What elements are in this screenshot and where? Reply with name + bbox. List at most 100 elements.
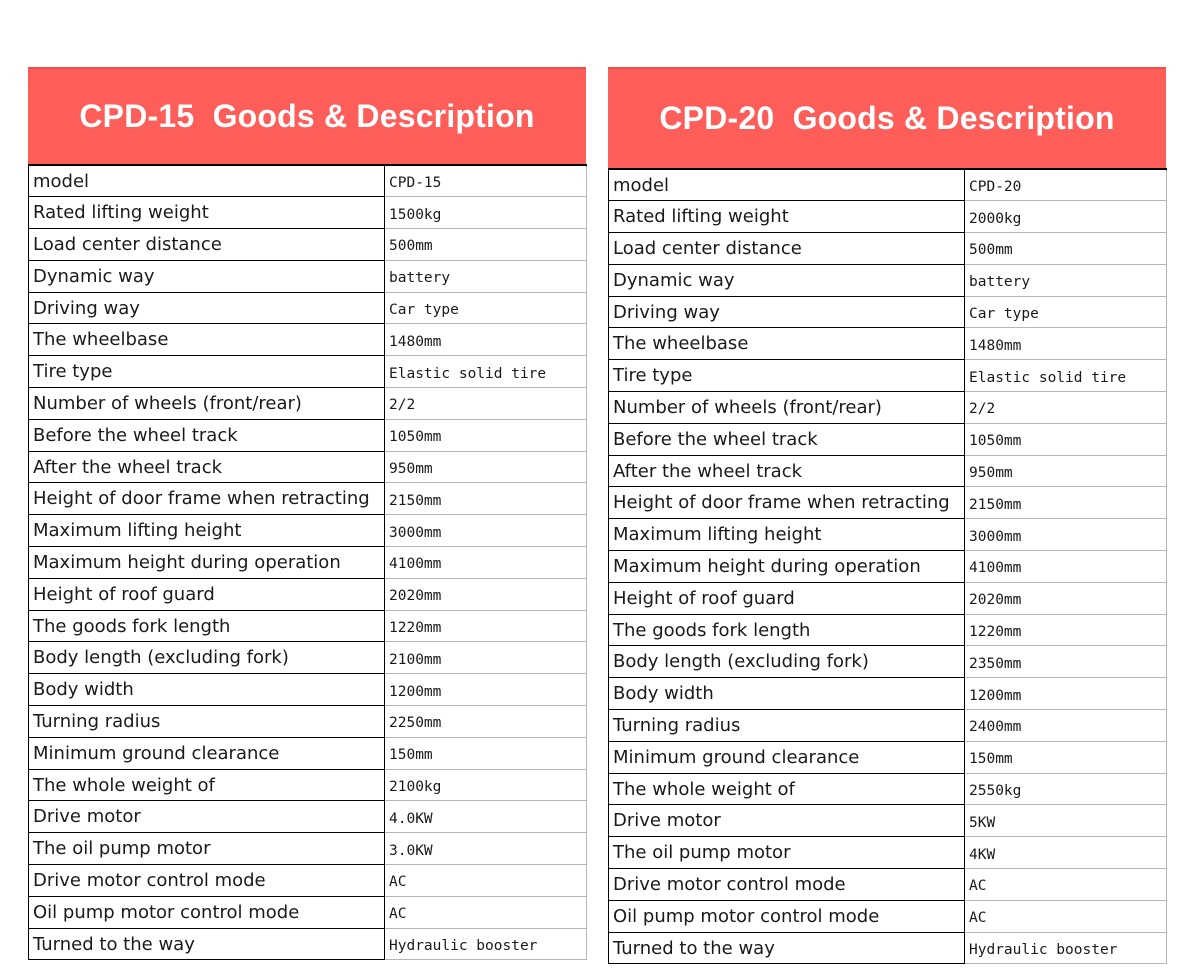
spec-value: 2100kg (384, 769, 587, 802)
spec-value: 1050mm (964, 423, 1167, 456)
spec-label: model (608, 168, 965, 202)
spec-value: AC (964, 900, 1167, 933)
spec-value: Elastic solid tire (384, 355, 587, 389)
cpd15-spec-row: Drive motor control mode AC (28, 864, 587, 897)
spec-value: 4100mm (384, 546, 587, 579)
spec-label: Minimum ground clearance (608, 741, 965, 774)
spec-value: 2350mm (964, 645, 1167, 679)
spec-value: 950mm (964, 455, 1167, 488)
spec-value: 2/2 (964, 391, 1167, 424)
cpd20-spec-row: Height of roof guard 2020mm (608, 582, 1167, 615)
spec-label: Oil pump motor control mode (28, 896, 385, 929)
cpd15-spec-row: Height of door frame when retracting 2150… (28, 482, 587, 516)
spec-value: battery (964, 264, 1167, 297)
cpd20-spec-row: Minimum ground clearance 150mm (608, 741, 1167, 774)
spec-label: The goods fork length (608, 614, 965, 647)
cpd20-spec-row: Maximum height during operation 4100mm (608, 550, 1167, 583)
spec-label: Body width (608, 677, 965, 711)
cpd20-spec-row: Drive motor control mode AC (608, 868, 1167, 901)
spec-label: Load center distance (608, 232, 965, 265)
cpd20-spec-row: Body length (excluding fork) 2350mm (608, 645, 1167, 679)
spec-value: 500mm (964, 232, 1167, 265)
cpd15-spec-row: Before the wheel track 1050mm (28, 419, 587, 452)
spec-label: Maximum height during operation (608, 550, 965, 583)
spec-label: Body length (excluding fork) (608, 645, 965, 679)
spec-label: Height of door frame when retracting (28, 482, 385, 516)
spec-label: Drive motor (608, 804, 965, 838)
cpd15-spec-row: The goods fork length 1220mm (28, 610, 587, 643)
spec-label: The goods fork length (28, 610, 385, 643)
spec-label: Driving way (608, 296, 965, 329)
spec-label: Height of roof guard (608, 582, 965, 615)
spec-value: 1480mm (384, 323, 587, 357)
cpd20-spec-row: Oil pump motor control mode AC (608, 900, 1167, 933)
spec-value: 150mm (384, 737, 587, 770)
spec-label: Driving way (28, 292, 385, 325)
spec-value: Hydraulic booster (964, 932, 1167, 965)
cpd15-spec-row: Height of roof guard 2020mm (28, 578, 587, 611)
cpd15-spec-row: The oil pump motor 3.0KW (28, 832, 587, 866)
spec-label: Body length (excluding fork) (28, 641, 385, 675)
spec-label: Before the wheel track (608, 423, 965, 456)
spec-label: The whole weight of (608, 773, 965, 806)
spec-label: Maximum lifting height (28, 514, 385, 548)
cpd15-spec-table: model CPD-15 Rated lifting weight 1500kg Loa… (28, 164, 587, 961)
cpd20-spec-row: Load center distance 500mm (608, 232, 1167, 265)
spec-value: 2550kg (964, 773, 1167, 806)
spec-value: CPD-15 (384, 164, 587, 198)
spec-value: Hydraulic booster (384, 928, 587, 961)
cpd15-spec-row: Body length (excluding fork) 2100mm (28, 641, 587, 675)
spec-label: Height of roof guard (28, 578, 385, 611)
cpd15-spec-row: Tire type Elastic solid tire (28, 355, 587, 389)
spec-value: 2150mm (964, 486, 1167, 520)
spec-label: Turning radius (28, 705, 385, 738)
cpd15-spec-row: Minimum ground clearance 150mm (28, 737, 587, 770)
cpd20-spec-row: Rated lifting weight 2000kg (608, 200, 1167, 234)
cpd20-spec-row: model CPD-20 (608, 168, 1167, 202)
spec-label: Drive motor (28, 800, 385, 834)
spec-label: After the wheel track (28, 451, 385, 484)
cpd20-spec-row: Driving way Car type (608, 296, 1167, 329)
spec-label: Rated lifting weight (608, 200, 965, 234)
spec-value: CPD-20 (964, 168, 1167, 202)
spec-value: battery (384, 260, 587, 293)
spec-value: Car type (384, 292, 587, 325)
cpd20-spec-row: Number of wheels (front/rear) 2/2 (608, 391, 1167, 424)
spec-label: Drive motor control mode (28, 864, 385, 897)
spec-value: 2250mm (384, 705, 587, 738)
cpd20-spec-row: Drive motor 5KW (608, 804, 1167, 838)
spec-value: 1220mm (964, 614, 1167, 647)
spec-value: 2020mm (384, 578, 587, 611)
spec-value: 2100mm (384, 641, 587, 675)
spec-label: The wheelbase (608, 327, 965, 361)
spec-value: 5KW (964, 804, 1167, 838)
cpd20-spec-panel: CPD-20 Goods & Description model CPD-20 Ra… (608, 67, 1167, 965)
cpd20-spec-row: The whole weight of 2550kg (608, 773, 1167, 806)
cpd20-spec-row: Height of door frame when retracting 2150… (608, 486, 1167, 520)
spec-label: After the wheel track (608, 455, 965, 488)
cpd15-spec-row: Body width 1200mm (28, 673, 587, 707)
spec-value: 150mm (964, 741, 1167, 774)
spec-label: The oil pump motor (28, 832, 385, 866)
spec-label: Minimum ground clearance (28, 737, 385, 770)
spec-label: Body width (28, 673, 385, 707)
spec-value: 500mm (384, 228, 587, 261)
cpd15-spec-row: Turned to the way Hydraulic booster (28, 928, 587, 961)
spec-value: 1050mm (384, 419, 587, 452)
spec-label: Tire type (608, 359, 965, 393)
cpd15-spec-row: Maximum height during operation 4100mm (28, 546, 587, 579)
spec-value: 1200mm (384, 673, 587, 707)
spec-value: 950mm (384, 451, 587, 484)
spec-label: Drive motor control mode (608, 868, 965, 901)
cpd15-spec-row: Number of wheels (front/rear) 2/2 (28, 387, 587, 420)
spec-label: Rated lifting weight (28, 196, 385, 230)
spec-value: 3000mm (384, 514, 587, 548)
spec-label: model (28, 164, 385, 198)
spec-label: The whole weight of (28, 769, 385, 802)
cpd15-spec-row: Driving way Car type (28, 292, 587, 325)
cpd20-spec-row: The wheelbase 1480mm (608, 327, 1167, 361)
spec-value: 4.0KW (384, 800, 587, 834)
cpd15-spec-row: After the wheel track 950mm (28, 451, 587, 484)
spec-value: 3.0KW (384, 832, 587, 866)
spec-label: Dynamic way (608, 264, 965, 297)
